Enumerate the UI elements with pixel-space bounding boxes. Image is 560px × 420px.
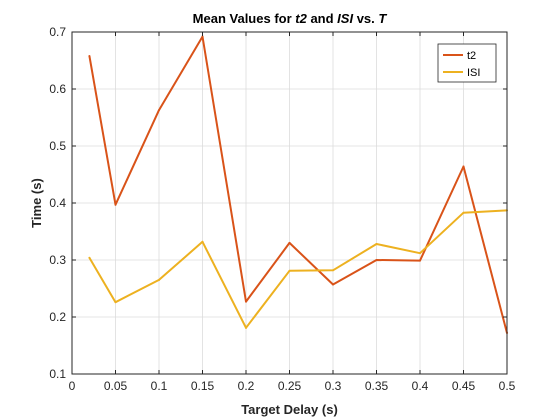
data-point-t2 (419, 259, 421, 262)
x-tick-label: 0.45 (452, 379, 476, 393)
x-tick-label: 0.3 (325, 379, 342, 393)
data-point-t2 (288, 241, 291, 244)
y-tick-label: 0.3 (49, 253, 66, 267)
title-var-t: T (378, 11, 387, 26)
y-tick-label: 0.2 (49, 310, 66, 324)
x-tick-label: 0 (69, 379, 76, 393)
y-tick-label: 0.6 (49, 82, 66, 96)
y-axis-title: Time (s) (29, 178, 44, 228)
x-tick-label: 0.2 (238, 379, 255, 393)
data-point-isi (288, 269, 291, 272)
legend-label-isi: ISI (467, 67, 480, 79)
data-point-t2 (245, 300, 247, 303)
title-prefix: Mean Values for (193, 11, 296, 26)
data-point-isi (375, 243, 378, 246)
data-point-isi (114, 301, 117, 304)
data-point-t2 (332, 283, 334, 286)
series-layer (88, 35, 508, 334)
legend-label-t2: t2 (467, 50, 476, 62)
title-var-t2: t2 (295, 11, 307, 26)
x-tick-label: 0.05 (104, 379, 128, 393)
data-point-t2 (88, 54, 91, 57)
data-point-t2 (375, 259, 378, 261)
y-tick-label: 0.4 (49, 196, 66, 210)
axis-ticks (71, 31, 508, 375)
data-point-isi (419, 252, 421, 255)
x-tick-label: 0.15 (191, 379, 215, 393)
y-tick-label: 0.5 (49, 139, 66, 153)
x-tick-label: 0.1 (151, 379, 168, 393)
data-point-isi (88, 256, 91, 259)
x-tick-label: 0.4 (412, 379, 429, 393)
data-point-isi (332, 269, 334, 272)
x-tick-label: 0.5 (499, 379, 516, 393)
legend: t2 ISI (437, 43, 497, 83)
data-point-t2 (158, 109, 160, 112)
legend-box (437, 43, 497, 83)
x-tick-label: 0.25 (278, 379, 302, 393)
data-point-t2 (201, 35, 204, 38)
y-tick-label: 0.7 (49, 25, 66, 39)
data-point-t2 (462, 165, 465, 168)
title-suffix: vs. (353, 11, 378, 26)
title-var-isi: ISI (337, 11, 353, 26)
data-point-isi (158, 278, 160, 281)
data-point-isi (201, 240, 204, 243)
title-mid: and (307, 11, 337, 26)
data-point-isi (245, 326, 247, 329)
x-tick-label: 0.35 (365, 379, 389, 393)
y-tick-label: 0.1 (49, 367, 66, 381)
data-point-isi (462, 211, 465, 214)
x-axis-title: Target Delay (s) (241, 402, 338, 417)
chart-title: Mean Values for t2 and ISI vs. T (193, 11, 388, 26)
data-point-t2 (114, 203, 117, 206)
